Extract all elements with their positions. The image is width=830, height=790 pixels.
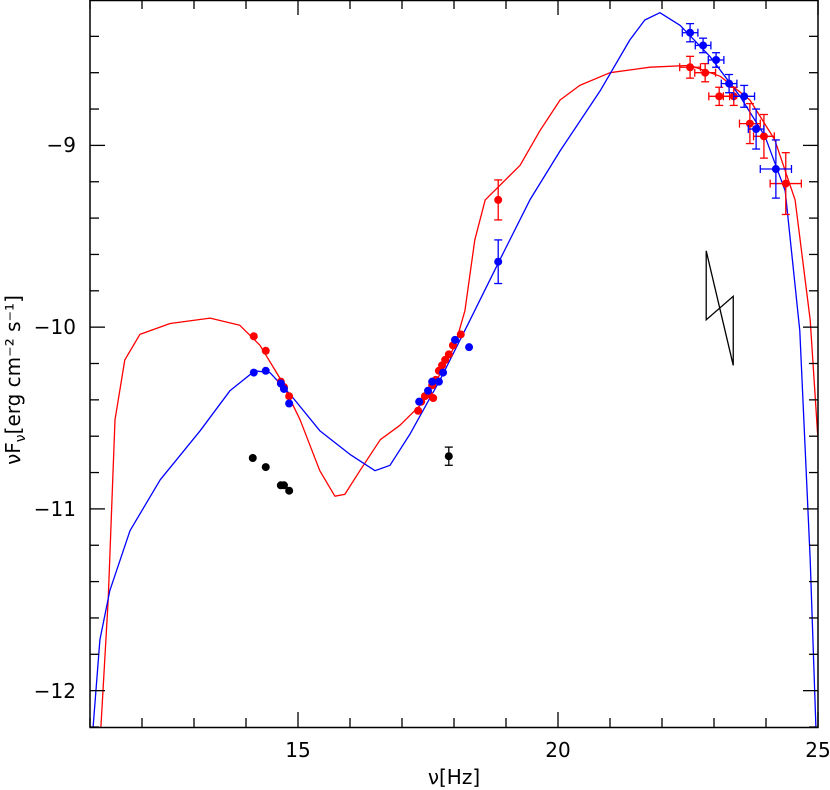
marker xyxy=(414,406,423,415)
black-data-point xyxy=(279,481,288,490)
marker xyxy=(261,366,270,375)
blue-data-point xyxy=(707,52,725,68)
marker xyxy=(261,346,270,355)
red-data-point xyxy=(752,113,775,159)
blue-data-point xyxy=(285,399,294,408)
marker xyxy=(701,68,710,77)
red-data-point xyxy=(694,62,717,83)
y-axis-title-rest: [erg cm⁻² s⁻¹] xyxy=(1,295,25,434)
marker xyxy=(444,350,453,359)
bowtie-spectrum xyxy=(705,250,734,366)
marker xyxy=(494,257,503,266)
red-data-point xyxy=(679,55,702,79)
blue-data-point xyxy=(694,37,712,54)
blue-data-point xyxy=(428,377,437,386)
y-axis-title: νFν[erg cm⁻² s⁻¹] xyxy=(1,295,29,465)
blue-model-curve xyxy=(92,12,817,727)
marker xyxy=(285,486,294,495)
black-data-point xyxy=(248,454,257,463)
marker xyxy=(261,463,270,472)
black-data-point xyxy=(285,486,294,495)
blue-data-point xyxy=(494,239,503,285)
data-points xyxy=(248,22,803,495)
marker xyxy=(715,92,724,101)
y-tick-label: −12 xyxy=(34,679,76,703)
red-data-point xyxy=(444,350,453,359)
x-tick-label: 25 xyxy=(805,738,830,762)
marker xyxy=(279,384,288,393)
blue-data-point xyxy=(434,377,443,386)
blue-data-point xyxy=(465,343,474,352)
marker xyxy=(428,377,437,386)
marker xyxy=(439,368,448,377)
blue-data-point xyxy=(415,397,424,406)
y-tick-label: −9 xyxy=(47,133,76,157)
marker xyxy=(429,394,438,403)
marker xyxy=(781,179,790,188)
black-data-point xyxy=(444,446,453,466)
marker xyxy=(279,481,288,490)
blue-data-point xyxy=(747,108,765,150)
marker xyxy=(415,397,424,406)
x-tick-label: 20 xyxy=(545,738,570,762)
marker xyxy=(456,330,465,339)
marker xyxy=(465,343,474,352)
x-axis-title: ν[Hz] xyxy=(428,765,480,789)
marker xyxy=(451,335,460,344)
red-data-point xyxy=(456,330,465,339)
blue-data-point xyxy=(681,22,699,43)
marker xyxy=(752,125,761,134)
marker xyxy=(434,377,443,386)
red-model-curve xyxy=(100,64,818,727)
blue-data-point xyxy=(439,368,448,377)
marker xyxy=(771,165,780,174)
x-tick-label: 15 xyxy=(285,738,310,762)
tick-labels: 15 20 25 −9 −10 −11 −12 xyxy=(34,133,830,762)
black-data-point xyxy=(261,463,270,472)
marker xyxy=(725,79,734,88)
marker xyxy=(686,63,695,72)
blue-data-point xyxy=(733,84,756,108)
blue-data-point xyxy=(279,384,288,393)
blue-data-point xyxy=(424,386,432,395)
y-axis-title-main: νF xyxy=(1,442,25,465)
marker xyxy=(285,399,294,408)
marker xyxy=(444,452,453,461)
y-tick-label: −11 xyxy=(34,497,76,521)
marker xyxy=(759,132,768,141)
marker xyxy=(248,454,257,463)
red-data-point xyxy=(261,346,270,355)
axes xyxy=(89,0,819,729)
marker xyxy=(424,386,432,395)
blue-data-point xyxy=(261,366,270,375)
marker xyxy=(745,119,754,128)
model-curves xyxy=(92,12,818,727)
blue-data-point xyxy=(759,139,793,199)
red-data-point xyxy=(429,394,438,403)
y-tick-label: −10 xyxy=(34,315,76,339)
bowtie-line xyxy=(705,250,734,366)
marker xyxy=(494,195,503,204)
marker xyxy=(285,392,294,401)
blue-data-point xyxy=(249,368,258,377)
marker xyxy=(249,332,258,341)
red-data-point xyxy=(285,392,294,401)
marker xyxy=(712,55,721,64)
marker xyxy=(686,28,695,37)
marker xyxy=(699,41,708,50)
marker xyxy=(740,92,749,101)
y-axis-title-sub: ν xyxy=(13,434,29,442)
marker xyxy=(249,368,258,377)
red-data-point xyxy=(249,332,258,341)
red-data-point xyxy=(414,406,423,415)
red-data-point xyxy=(494,179,503,221)
plot-frame xyxy=(89,0,819,729)
blue-data-point xyxy=(720,73,738,94)
blue-data-point xyxy=(451,335,460,344)
